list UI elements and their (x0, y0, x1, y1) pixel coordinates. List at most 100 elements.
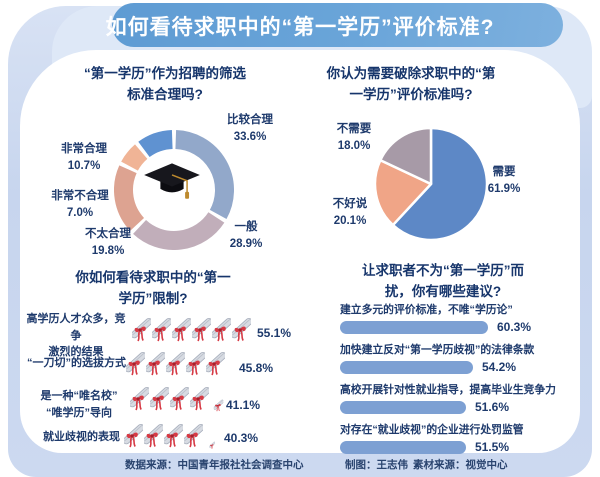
diploma-icon-wrap (130, 317, 153, 348)
donut-label: 不太合理 19.8% (85, 228, 131, 257)
diploma-icon (130, 317, 153, 342)
pie-label: 不需要 18.0% (336, 123, 372, 152)
diploma-icon-wrap (128, 386, 151, 417)
category-label: 高校开展针对性就业指导，提高毕业生竞争力 (340, 384, 556, 396)
diploma-icon (190, 317, 213, 342)
donut-segment (121, 144, 148, 171)
bar-pill (340, 360, 473, 374)
pie-chart (372, 125, 490, 243)
bar-row: 54.2% (340, 360, 582, 374)
value-label: 51.5% (475, 440, 510, 454)
category-label: 是一种“唯名校” “唯学历”导向 (40, 390, 118, 419)
bar-item: 加快建立反对“第一学历歧视”的法律条款 54.2% (340, 341, 582, 374)
pie-label: 需要 61.9% (487, 166, 521, 195)
diploma-icon (208, 441, 216, 449)
graduation-cap-icon (144, 163, 200, 199)
content-card (20, 50, 580, 453)
pie-label: 不好说 20.1% (332, 198, 368, 227)
diploma-icon-wrap (124, 351, 147, 382)
diploma-icon-wrap (168, 386, 191, 417)
value-label: 54.2% (482, 360, 517, 374)
bar-chart: 建立多元的评价标准，不唯“学历论” 60.3% 加快建立反对“第一学历歧视”的法律条… (340, 301, 582, 461)
diploma-icon-wrap (122, 423, 145, 454)
diploma-icon (230, 317, 253, 342)
pie-chart-title: 你认为需要破除求职中的“第 一学历”评价标准吗? (326, 66, 496, 102)
diploma-icon (204, 351, 227, 376)
diploma-icon (144, 351, 167, 376)
value-label: 55.1% (257, 326, 292, 340)
donut-label: 非常合理 10.7% (61, 143, 107, 172)
bar-chart-title: 让求职者不为“第一学历”而 扰，你有哪些建议? (362, 263, 524, 299)
pie-slice (379, 126, 433, 186)
bar-item: 对存在“就业歧视”的企业进行处罚监管 51.5% (340, 421, 582, 454)
category-label: 对存在“就业歧视”的企业进行处罚监管 (340, 424, 524, 436)
diploma-icon (170, 317, 193, 342)
donut-segment (114, 165, 145, 231)
diploma-icon (188, 386, 211, 411)
pie-slice (373, 158, 433, 227)
diploma-icon (168, 386, 191, 411)
diploma-icon-wrap (188, 386, 211, 417)
page-title: 如何看待求职中的“第一学历”评价标准? (105, 16, 495, 39)
diploma-icon-wrap (144, 351, 167, 382)
diploma-icon-wrap (230, 317, 253, 348)
diploma-icon (184, 351, 207, 376)
title-banner (112, 3, 563, 47)
diploma-icon (122, 423, 145, 448)
diploma-icon-wrap (170, 317, 193, 348)
bar-item: 建立多元的评价标准，不唯“学历论” 60.3% (340, 301, 582, 334)
bar-row: 51.5% (340, 440, 582, 454)
diploma-icon (213, 399, 225, 412)
diploma-icon (150, 317, 173, 342)
category-label: 高学历人才众多，竞争 激烈的结果 (26, 313, 126, 358)
diploma-icon-wrap (204, 351, 227, 382)
diploma-icon-wrap (164, 351, 187, 382)
donut-label: 非常不合理 7.0% (51, 190, 109, 219)
bar-item: 高校开展针对性就业指导，提高毕业生竞争力 51.6% (340, 381, 582, 414)
donut-label: 一般 28.9% (229, 221, 263, 250)
footer-data-source: 数据来源：中国青年报社社会调查中心 (125, 459, 304, 471)
diploma-icon (210, 317, 233, 342)
footer-material-source: 素材来源：视觉中心 (413, 459, 508, 471)
category-label: 建立多元的评价标准，不唯“学历论” (340, 304, 513, 316)
value-label: 45.8% (239, 361, 274, 375)
diploma-icon (148, 386, 171, 411)
category-label: 加快建立反对“第一学历歧视”的法律条款 (340, 344, 535, 356)
diploma-icon-wrap (182, 423, 205, 454)
donut-chart (114, 130, 234, 250)
bar-pill (340, 320, 488, 334)
diploma-icon-wrap (210, 317, 233, 348)
diploma-icon-wrap (150, 317, 173, 348)
diploma-icon (182, 423, 205, 448)
category-label: “一刀切”的选拔方式 (27, 357, 126, 369)
bar-row: 60.3% (340, 320, 582, 334)
donut-segment (174, 130, 234, 220)
bar-pill (340, 400, 466, 414)
pie-slice (391, 126, 489, 242)
donut-label: 比较合理 33.6% (227, 114, 273, 143)
donut-chart-title: “第一学历”作为招聘的筛选 标准合理吗? (84, 66, 246, 102)
diploma-icon (124, 351, 147, 376)
donut-segment (133, 211, 225, 250)
value-label: 40.3% (224, 431, 259, 445)
diploma-icon (164, 351, 187, 376)
bar-pill (340, 440, 466, 454)
diploma-icon-partial (208, 441, 216, 450)
donut-segment (138, 130, 174, 158)
value-label: 60.3% (497, 320, 532, 334)
diploma-icon (128, 386, 151, 411)
pictogram-icon-strip (124, 351, 227, 382)
diploma-icon-wrap (162, 423, 185, 454)
category-label: 就业歧视的表现 (43, 431, 120, 443)
pictogram-icon-strip (128, 386, 229, 417)
diploma-icon-wrap (142, 423, 165, 454)
bar-row: 51.6% (340, 400, 582, 414)
diploma-icon (142, 423, 165, 448)
diploma-icon (162, 423, 185, 448)
value-label: 41.1% (226, 398, 261, 412)
diploma-icon-partial (213, 399, 225, 415)
diploma-icon-wrap (184, 351, 207, 382)
pictogram-icon-strip (130, 317, 253, 348)
diploma-icon-wrap (148, 386, 171, 417)
value-label: 51.6% (475, 400, 510, 414)
